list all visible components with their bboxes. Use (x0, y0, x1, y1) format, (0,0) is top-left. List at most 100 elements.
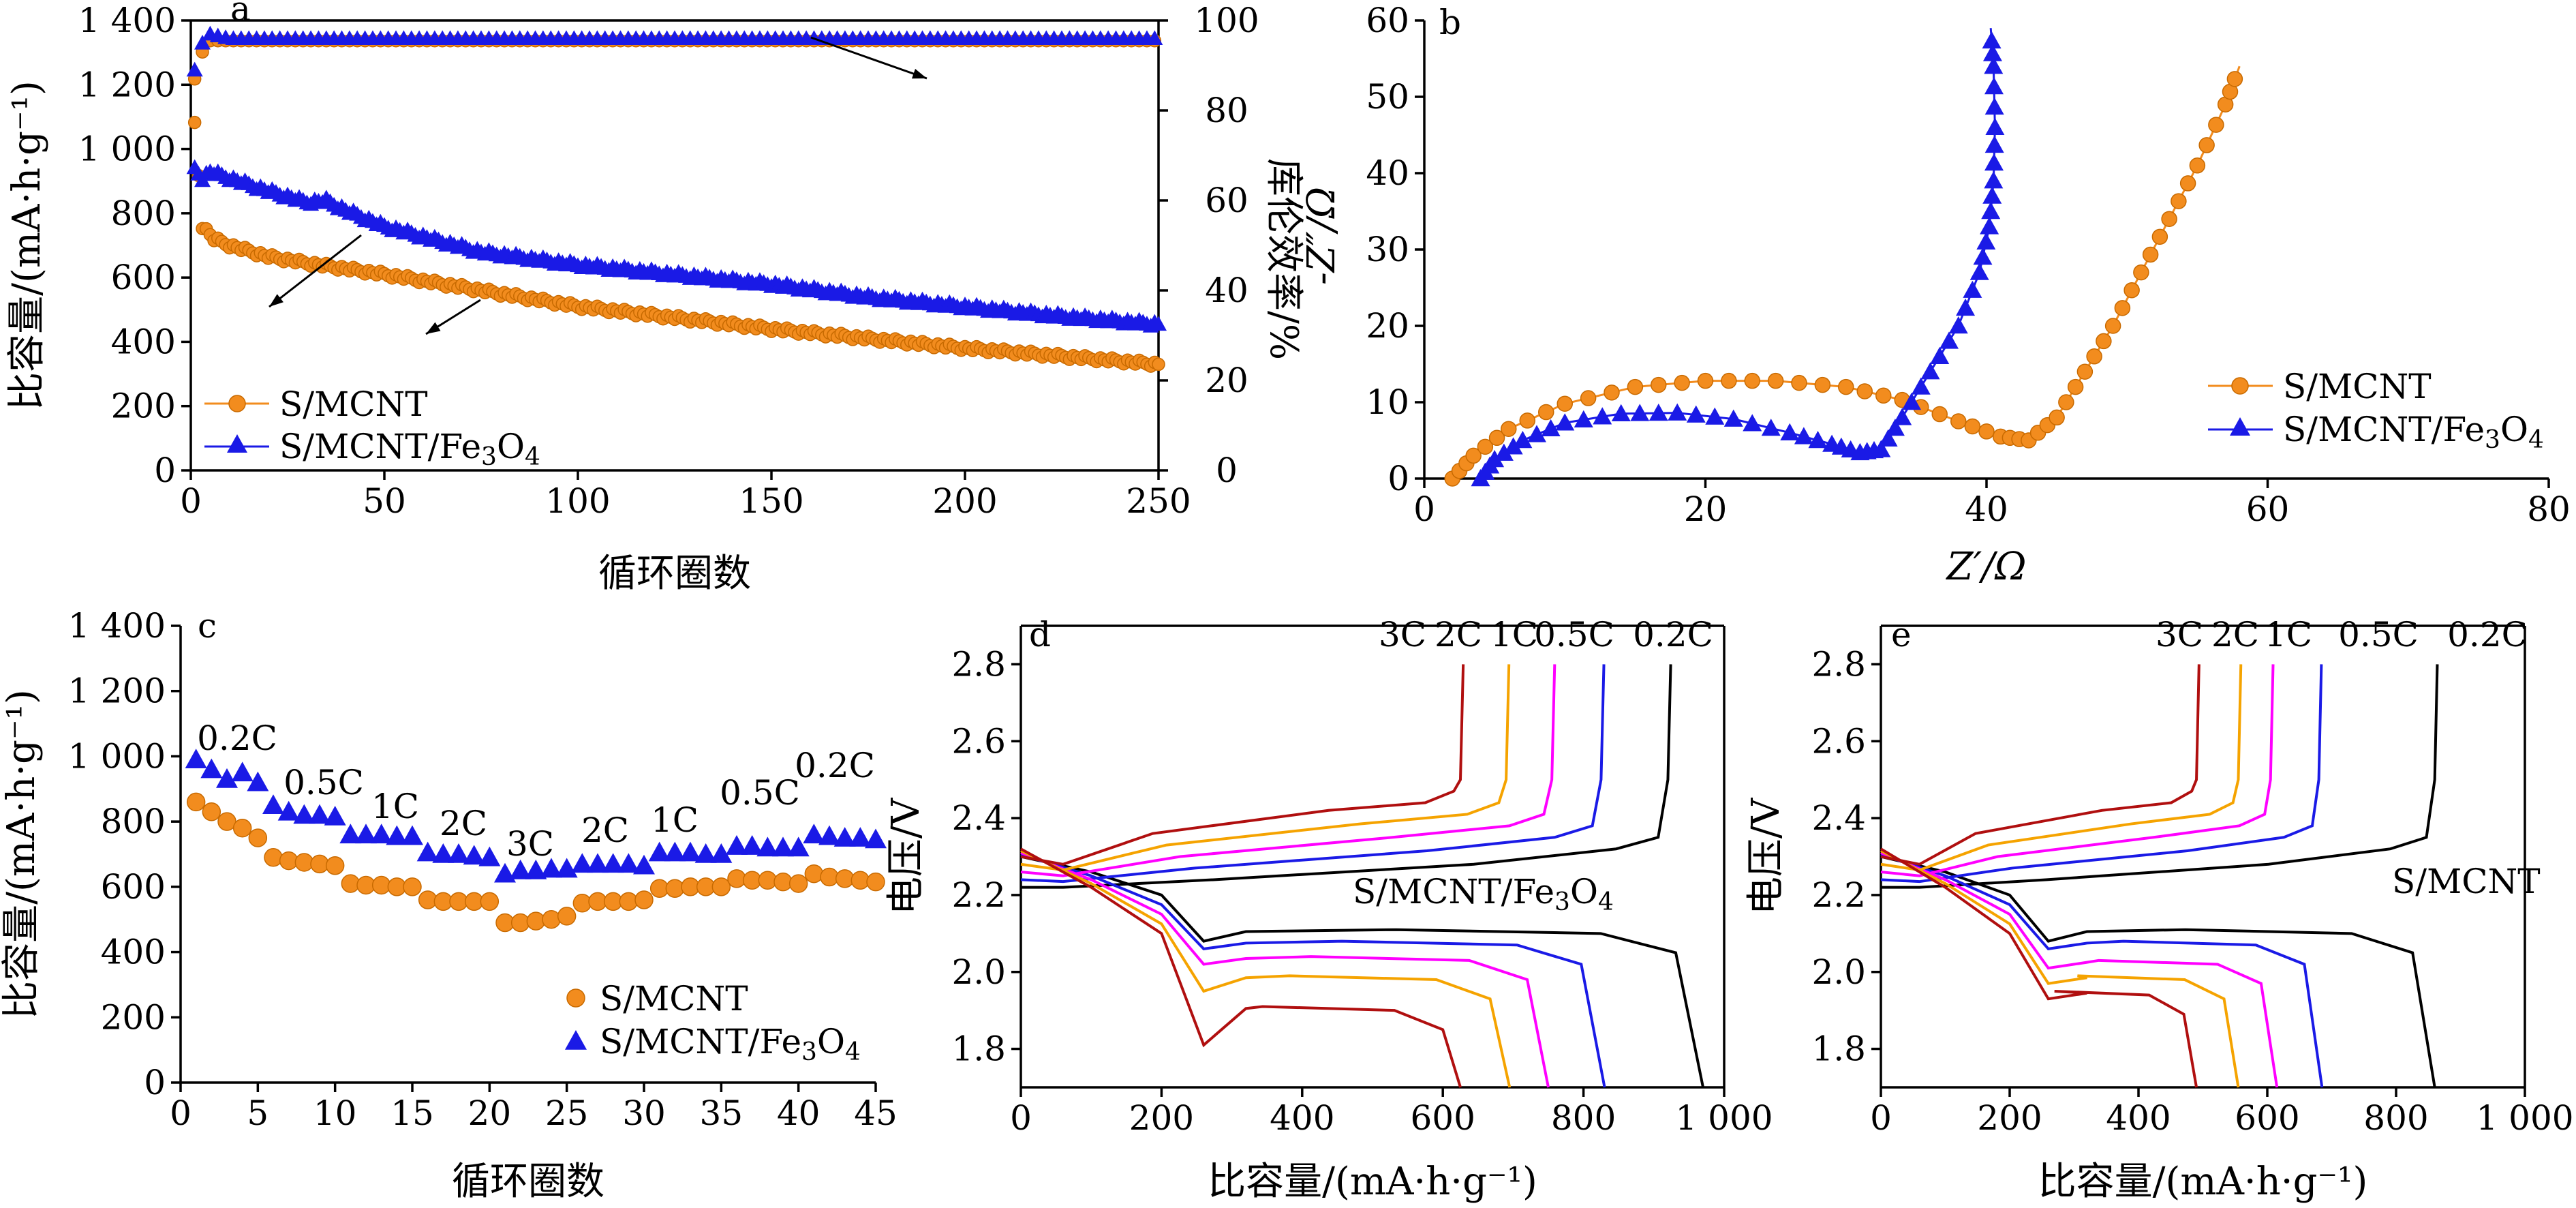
x-tick-label: 50 (363, 481, 406, 521)
data-point (1892, 408, 1912, 425)
y-tick-label: 1.8 (1811, 1029, 1866, 1069)
rate-label: 1C (371, 787, 419, 826)
data-point (1920, 362, 1940, 380)
data-point (1931, 406, 1948, 423)
data-point (186, 792, 206, 812)
x-tick-label: 0 (1010, 1098, 1032, 1138)
x-tick-label: 0 (180, 481, 202, 521)
data-point (1686, 405, 1706, 423)
data-point (386, 825, 408, 845)
data-point (277, 800, 300, 821)
data-point (2104, 318, 2121, 334)
data-point (756, 836, 779, 857)
data-point (1541, 419, 1561, 437)
data-point (2114, 300, 2131, 316)
y-tick-label: 60 (1366, 1, 1409, 40)
y-tick-label: 600 (111, 258, 176, 297)
discharge-curve (1880, 851, 2279, 1088)
data-point (1885, 419, 1905, 436)
panel-letter-a: a (230, 0, 251, 29)
x-axis-label: 循环圈数 (452, 1160, 604, 1204)
data-point (463, 845, 485, 865)
data-point (557, 907, 577, 926)
y-axis-label: 比容量/(mA·h·g⁻¹) (0, 689, 44, 1019)
data-point (1982, 186, 2002, 204)
x-tick-label: 200 (1977, 1098, 2042, 1138)
legend-label: S/MCNT/Fe3​O4​ (600, 1022, 861, 1066)
data-point (617, 853, 640, 873)
y-tick-label: 2.0 (951, 952, 1006, 992)
data-point (803, 824, 825, 844)
data-point (1791, 374, 1807, 391)
data-point (2161, 211, 2177, 227)
y-tick-label: 50 (1366, 77, 1409, 117)
data-point (1513, 431, 1533, 449)
data-point (1501, 421, 1517, 437)
x-tick-label: 20 (468, 1093, 512, 1133)
x-tick-label: 400 (1270, 1098, 1334, 1138)
curve-3C (1020, 664, 1465, 1088)
data-point (1948, 316, 1968, 334)
y-tick-label: 2.0 (1811, 952, 1866, 992)
x-tick-label: 5 (247, 1093, 269, 1133)
data-point (216, 768, 238, 788)
data-point (294, 853, 314, 872)
rate-label: 0.2C (795, 746, 875, 785)
y-tick-label: 2.8 (951, 644, 1006, 684)
series-s_mcnt_fe3o4 (1471, 28, 2005, 487)
data-point (2226, 71, 2243, 87)
data-point (572, 894, 592, 913)
data-point (510, 913, 530, 933)
x-tick-label: 0 (1413, 489, 1435, 529)
charge-curve (1021, 664, 1672, 889)
y-tick-label: 1 200 (68, 671, 166, 711)
data-point (773, 872, 793, 892)
y-tick-label: 2.6 (951, 721, 1006, 761)
data-point (371, 875, 391, 895)
data-point (309, 804, 331, 824)
c-rate-label: 2C (1435, 615, 1482, 654)
charge-curve (1880, 664, 2201, 866)
x-tick-label: 800 (2363, 1098, 2428, 1138)
y-tick-label: 2.2 (1811, 875, 1866, 915)
x-tick-label: 800 (1551, 1098, 1616, 1138)
y-tick-label: 400 (111, 322, 176, 361)
data-point (202, 802, 221, 821)
data-point (1984, 57, 2004, 74)
data-point (1761, 419, 1781, 436)
data-point (1743, 414, 1762, 432)
data-point (370, 824, 393, 844)
x-tick-label: 45 (854, 1093, 898, 1133)
panel-letter-e: e (1891, 615, 1912, 654)
data-point (1985, 117, 2005, 135)
data-point (1808, 431, 1828, 449)
y-tick-label: 2.6 (1811, 721, 1866, 761)
x-axis-label: 比容量/(mA·h·g⁻¹) (2038, 1160, 2368, 1204)
legend-marker (2230, 417, 2250, 436)
charge-curve (1880, 664, 2275, 877)
data-point (648, 841, 671, 862)
data-point (1557, 395, 1573, 412)
data-point (1930, 346, 1950, 364)
data-point (264, 848, 283, 867)
x-tick-label: 15 (390, 1093, 434, 1133)
discharge-curve (1020, 853, 1606, 1088)
data-point (1519, 412, 1535, 429)
data-point (1146, 30, 1163, 45)
series-s_mcnt_fe3o4 (185, 749, 887, 883)
charge-curve (1880, 664, 2243, 872)
series-s_mcnt (187, 115, 1165, 373)
data-point (2208, 117, 2224, 133)
data-point (247, 771, 269, 791)
y-tick-label: 0 (144, 1063, 166, 1102)
data-point (1485, 450, 1505, 468)
c-rate-label: 2C (2211, 615, 2259, 654)
x-axis-label: Z′/Ω (1946, 545, 2027, 589)
data-point (1744, 372, 1760, 389)
charge-curve (1020, 664, 1511, 872)
y-tick-label: 2.8 (1811, 644, 1866, 684)
data-point (1611, 404, 1631, 421)
